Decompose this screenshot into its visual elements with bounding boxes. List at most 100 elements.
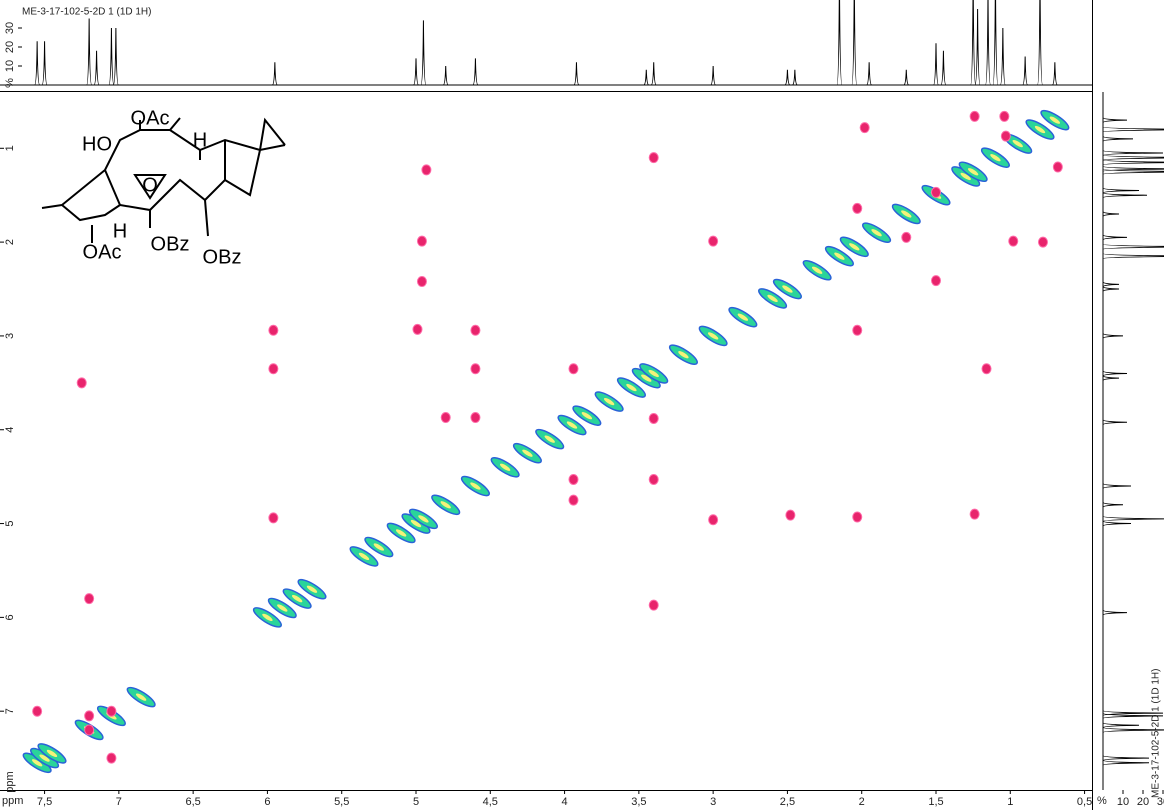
cross-peak xyxy=(76,377,87,389)
plot-area xyxy=(22,109,1070,774)
projection-peak xyxy=(903,69,910,86)
diagonal-peak-core xyxy=(291,594,303,603)
projection-peak xyxy=(985,0,991,86)
top-tick-label: 30 xyxy=(4,22,16,34)
cross-peak xyxy=(1008,235,1019,247)
projection-peak xyxy=(710,65,716,86)
y-tick-label: 6 xyxy=(4,614,16,620)
projection-peak xyxy=(1102,253,1164,260)
top-projection xyxy=(0,0,1092,86)
diagonal-peak-core xyxy=(440,501,451,509)
diagonal-peak-core xyxy=(967,168,979,176)
cross-peak xyxy=(852,511,863,523)
y-tick-label: 4 xyxy=(4,427,16,433)
y-tick-label: 1 xyxy=(4,145,16,151)
cross-peak xyxy=(568,363,579,375)
cross-peak xyxy=(981,363,992,375)
cross-peak xyxy=(412,323,423,335)
cross-peak xyxy=(648,599,659,611)
diagonal-peak-core xyxy=(373,543,385,551)
atom-label: OBz xyxy=(151,233,190,255)
projection-peak xyxy=(1102,419,1128,426)
bond xyxy=(204,199,209,237)
diagonal-peak-core xyxy=(262,613,273,621)
x-tick-label: 6 xyxy=(264,796,270,808)
cross-peak xyxy=(648,473,659,485)
projection-peak xyxy=(1037,0,1043,86)
projection-peak xyxy=(420,20,427,86)
projection-peak xyxy=(1102,286,1120,292)
diagonal-peak-core xyxy=(499,463,511,471)
projection-peak xyxy=(1102,149,1164,156)
projection-peak xyxy=(999,27,1006,86)
diagonal-peak-core xyxy=(648,369,659,378)
projection-peak xyxy=(992,0,999,86)
projection-peak xyxy=(1022,56,1029,86)
projection-peak xyxy=(442,65,449,86)
diagonal-peak-core xyxy=(1012,139,1023,148)
cross-peak xyxy=(852,202,863,214)
cross-peak xyxy=(268,363,279,375)
x-axis-label: ppm xyxy=(2,795,23,807)
projection-peak xyxy=(1102,375,1120,381)
x-tick-label: 0,5 xyxy=(1077,796,1092,808)
diagonal-peak-core xyxy=(678,351,689,359)
x-tick-label: 5 xyxy=(413,796,419,808)
projection-peak xyxy=(1102,187,1140,194)
diagonal-peak-core xyxy=(522,449,533,457)
y-axis-label: ppm xyxy=(4,771,16,792)
cross-peak xyxy=(568,494,579,506)
cross-peak xyxy=(852,324,863,336)
cross-peak xyxy=(648,152,659,164)
projection-peak xyxy=(1102,165,1164,172)
diagonal-peak-core xyxy=(1034,125,1046,134)
projection-peak xyxy=(1102,281,1120,288)
projection-peak xyxy=(851,0,858,86)
x-tick-label: 3 xyxy=(710,796,716,808)
top-axis-label: % xyxy=(4,78,16,88)
x-tick-label: 4,5 xyxy=(483,796,498,808)
right-tick-label: 20 xyxy=(1137,796,1149,808)
diagonal-peak-core xyxy=(811,266,823,274)
diagonal-peak-core xyxy=(581,412,593,420)
projection-peak xyxy=(866,62,872,86)
bond xyxy=(41,204,63,209)
projection-peak xyxy=(1102,126,1164,133)
right-projection xyxy=(1102,92,1164,790)
diagonal-peak-core xyxy=(737,313,749,321)
cross-peak xyxy=(969,508,980,520)
diagonal-peak-core xyxy=(1049,116,1061,124)
projection-peak xyxy=(1102,154,1164,161)
projection-peak xyxy=(933,43,939,86)
projection-peak xyxy=(1102,520,1132,527)
projection-peak xyxy=(413,58,419,86)
projection-peak xyxy=(1052,62,1058,86)
diagonal-peak-core xyxy=(418,515,429,523)
projection-peak xyxy=(1102,609,1128,616)
cross-peak xyxy=(268,512,279,524)
x-tick-label: 7 xyxy=(116,796,122,808)
diagonal-peak-core xyxy=(410,519,422,528)
cross-peak xyxy=(416,235,427,247)
cross-peak xyxy=(440,412,451,424)
cross-peak xyxy=(470,412,481,424)
diagonal-peak-core xyxy=(901,210,912,218)
x-tick-label: 1,5 xyxy=(928,796,943,808)
right-tick-label: 30 xyxy=(1157,796,1164,808)
projection-peak xyxy=(1102,117,1128,124)
atom-label: H xyxy=(113,220,127,242)
spectrum-title: ME-3-17-102-5-2D 1 (1D 1H) xyxy=(22,7,152,18)
top-tick-label: 10 xyxy=(4,60,16,72)
cross-peak xyxy=(931,275,941,287)
cross-peak xyxy=(969,110,980,122)
atom-label: OBz xyxy=(203,246,242,268)
diagonal-peak-core xyxy=(603,397,615,406)
cross-peak xyxy=(470,363,481,375)
projection-peak xyxy=(1102,159,1164,166)
bonds xyxy=(61,117,286,228)
cross-peak xyxy=(1000,130,1011,142)
diagonal-peak-core xyxy=(990,154,1001,162)
diagonal-peak-core xyxy=(46,749,58,758)
diagonal-peak-core xyxy=(358,552,370,561)
